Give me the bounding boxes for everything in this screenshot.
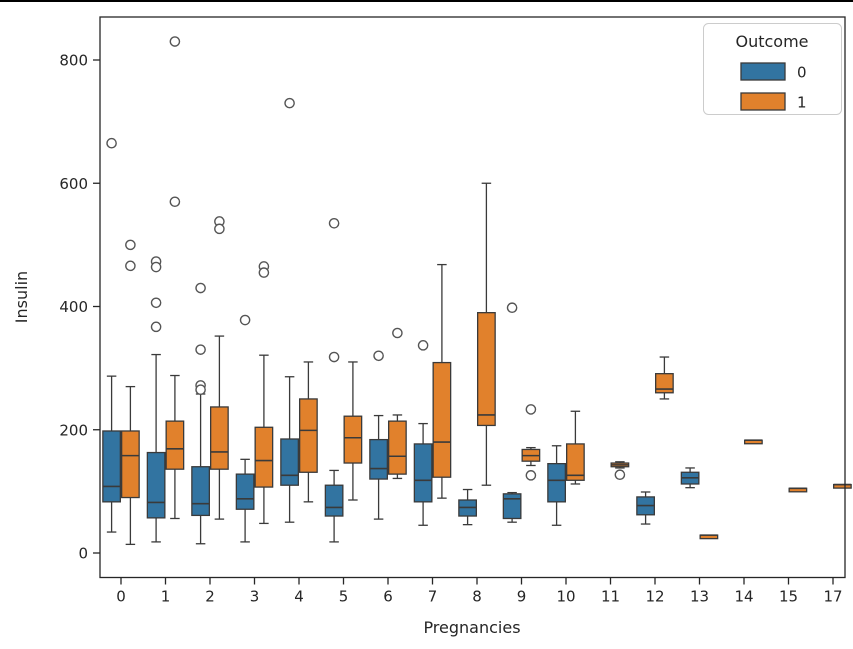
x-tick-label: 5 [339, 588, 349, 606]
x-tick-label: 9 [517, 588, 527, 606]
x-tick-label: 14 [734, 588, 753, 606]
box-outcome0-preg4 [280, 438, 300, 486]
box-outcome1-preg12 [655, 373, 674, 394]
box-outcome0-preg2-outlier-point [195, 282, 206, 294]
box-outcome1-preg0-outlier-point [125, 239, 136, 251]
x-tick-label: 2 [205, 588, 215, 606]
box-outcome0-preg0-outlier-point [106, 137, 117, 149]
legend-label-outcome-1: 1 [797, 94, 807, 112]
box-outcome0-preg1-outlier-point [150, 321, 162, 333]
box-outcome1-preg9-outlier-point [525, 404, 537, 415]
box-outcome1-preg3-outlier-point [258, 267, 270, 278]
x-tick-label: 15 [779, 588, 798, 606]
box-outcome0-preg9-outlier-point [506, 302, 518, 314]
box-outcome0-preg3 [235, 473, 255, 510]
box-outcome1-preg5 [343, 415, 363, 464]
box-outcome0-preg9 [502, 493, 522, 520]
x-tick-label: 3 [250, 588, 260, 606]
box-outcome0-preg10 [547, 462, 566, 503]
box-outcome1-preg1-outlier-point [169, 36, 181, 47]
legend-swatch-outcome-1 [740, 92, 786, 111]
x-axis-label: Pregnancies [423, 618, 520, 637]
box-outcome1-preg0 [121, 430, 140, 499]
box-outcome1-preg7 [432, 361, 452, 478]
box-outcome1-preg6 [387, 420, 407, 475]
box-outcome1-preg1 [165, 420, 185, 470]
box-outcome0-preg5-outlier-point [328, 351, 340, 363]
x-tick-label: 6 [383, 588, 393, 606]
box-outcome1-preg8 [476, 312, 496, 427]
box-outcome0-preg7-outlier-point [417, 340, 429, 351]
box-outcome1-preg1-outlier-point [169, 196, 181, 208]
box-outcome1-preg0-outlier-point [125, 260, 136, 272]
x-tick-label: 1 [161, 588, 171, 606]
x-tick-label: 4 [294, 588, 304, 606]
box-outcome0-preg6 [369, 438, 389, 480]
x-tick-label: 12 [645, 588, 664, 606]
x-tick-label: 0 [116, 588, 126, 606]
legend-title: Outcome [735, 32, 808, 51]
box-outcome0-preg1-outlier-point [150, 297, 162, 309]
box-outcome1-preg6-outlier-point [392, 327, 403, 339]
box-outcome0-preg6-outlier-point [373, 350, 384, 362]
box-outcome0-preg5-outlier-point [328, 218, 340, 229]
axes-frame [99, 16, 846, 579]
box-outcome1-preg2-outlier-point [214, 223, 225, 235]
box-outcome1-preg2 [209, 406, 229, 470]
y-tick-label: 800 [59, 52, 88, 70]
x-tick-label: 17 [823, 588, 842, 606]
x-tick-label: 10 [556, 588, 575, 606]
legend-label-outcome-0: 0 [797, 64, 807, 82]
x-tick-label: 7 [428, 588, 438, 606]
y-tick-label: 400 [59, 298, 88, 316]
box-outcome0-preg2-outlier-point [195, 384, 206, 395]
box-outcome0-preg5 [324, 484, 344, 517]
y-tick-label: 600 [59, 175, 88, 193]
x-tick-label: 11 [601, 588, 620, 606]
box-outcome0-preg0 [102, 430, 121, 503]
y-tick-label: 200 [59, 421, 88, 439]
box-outcome1-preg9-outlier-point [525, 470, 537, 481]
box-outcome0-preg7 [413, 443, 433, 503]
y-tick-label: 0 [78, 545, 88, 563]
y-axis-label: Insulin [12, 271, 31, 323]
box-outcome1-preg10 [566, 443, 585, 481]
legend: Outcome 0 1 [703, 23, 842, 115]
box-outcome1-preg4 [298, 398, 318, 473]
x-tick-label: 13 [690, 588, 709, 606]
box-outcome1-preg11-outlier-point [614, 469, 626, 481]
box-outcome0-preg2 [191, 466, 211, 517]
box-outcome0-preg1-outlier-point [150, 261, 162, 273]
box-outcome0-preg4-outlier-point [284, 97, 295, 109]
box-outcome1-preg3 [254, 426, 274, 488]
x-tick-label: 8 [472, 588, 482, 606]
box-outcome0-preg1 [146, 451, 166, 519]
legend-swatch-outcome-0 [740, 62, 786, 81]
box-outcome0-preg3-outlier-point [239, 314, 251, 326]
box-outcome0-preg2-outlier-point [195, 344, 206, 355]
